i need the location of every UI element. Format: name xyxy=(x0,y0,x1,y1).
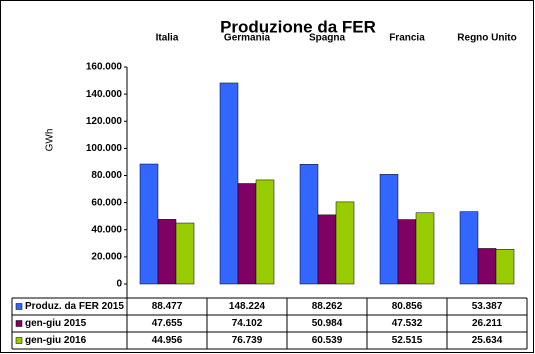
table-value: 47.655 xyxy=(152,318,183,329)
bar xyxy=(299,164,319,285)
y-tick-label: 100.000 xyxy=(86,143,123,154)
chart-title: Produzione da FER xyxy=(220,17,376,36)
y-tick-label: 40.000 xyxy=(91,224,122,235)
category-label: Regno Unito xyxy=(457,33,516,44)
category-label: Germania xyxy=(224,33,271,44)
legend-label: Produz. da FER 2015 xyxy=(25,301,124,312)
table-value: 26.211 xyxy=(472,318,502,329)
bar xyxy=(459,211,479,285)
table-value: 53.387 xyxy=(472,301,503,312)
table-value: 52.515 xyxy=(392,335,423,346)
y-tick-label: 80.000 xyxy=(91,170,122,181)
y-tick-label: 160.000 xyxy=(86,62,123,73)
bar xyxy=(335,201,355,285)
table-value: 60.539 xyxy=(312,335,343,346)
table-value: 88.477 xyxy=(152,301,183,312)
legend-swatch xyxy=(15,303,23,310)
y-tick-label: 140.000 xyxy=(86,89,123,100)
table-value: 47.532 xyxy=(392,318,423,329)
bar xyxy=(219,82,239,285)
bar xyxy=(415,212,435,285)
bar xyxy=(317,214,337,285)
table-value: 80.856 xyxy=(392,301,423,312)
table-value: 74.102 xyxy=(232,318,263,329)
bar xyxy=(255,179,275,285)
bar xyxy=(175,222,195,285)
table-value: 25.634 xyxy=(472,335,503,346)
legend-swatch xyxy=(15,337,23,344)
y-tick-label: 0 xyxy=(116,279,122,290)
table-value: 88.262 xyxy=(312,301,343,312)
y-tick-label: 60.000 xyxy=(91,197,122,208)
table-value: 50.984 xyxy=(312,318,343,329)
bar xyxy=(397,219,417,285)
y-tick-label: 120.000 xyxy=(86,116,123,127)
category-label: Francia xyxy=(389,33,425,44)
bar xyxy=(477,248,497,285)
y-axis-label: GWh xyxy=(45,129,56,152)
table-value: 76.739 xyxy=(232,335,263,346)
bar xyxy=(139,163,159,285)
bar xyxy=(495,248,515,285)
bar xyxy=(157,219,177,285)
y-tick-label: 20.000 xyxy=(91,252,122,263)
category-label: Italia xyxy=(156,33,179,44)
legend-label: gen-giu 2016 xyxy=(25,335,87,346)
bar xyxy=(237,183,257,285)
legend-label: gen-giu 2015 xyxy=(25,318,87,329)
table-value: 148.224 xyxy=(229,301,266,312)
legend-swatch xyxy=(15,320,23,327)
table-value: 44.956 xyxy=(152,335,183,346)
category-label: Spagna xyxy=(309,33,346,44)
bar xyxy=(379,174,399,285)
